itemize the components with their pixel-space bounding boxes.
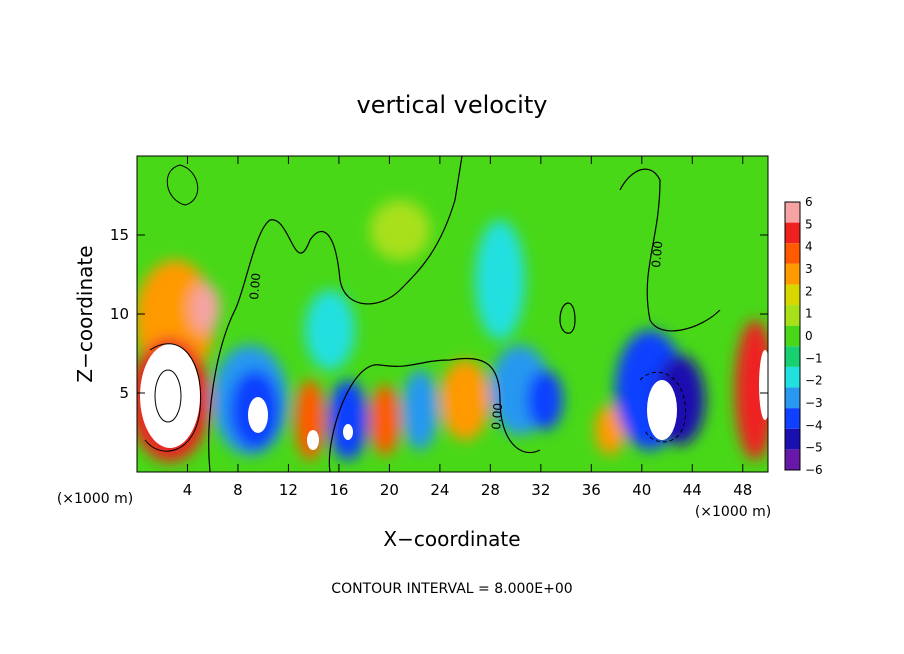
x-tick-label: 12 xyxy=(279,481,298,499)
x-tick-label: 4 xyxy=(183,481,193,499)
colorbar-label: −1 xyxy=(805,351,823,365)
x-tick-label: 16 xyxy=(329,481,348,499)
x-tick-label: 28 xyxy=(481,481,500,499)
y-axis-label: Z−coordinate xyxy=(73,245,97,382)
colorbar-label: −6 xyxy=(805,463,823,477)
colorbar-swatch xyxy=(785,202,800,223)
zero-contour xyxy=(559,302,576,334)
contour-label: 0.00 xyxy=(489,402,505,430)
heatmap-blob xyxy=(440,360,490,440)
colorbar-label: −3 xyxy=(805,396,823,410)
heatmap-blob xyxy=(475,220,525,340)
colorbar-label: 4 xyxy=(805,240,813,254)
heatmap-blob xyxy=(305,290,355,370)
colorbar-label: −2 xyxy=(805,374,823,388)
x-axis: 4 8 12 16 20 24 28 32 36 40 44 48 xyxy=(183,156,752,499)
colorbar-swatch xyxy=(785,408,800,429)
strong-updraft-core xyxy=(759,350,768,420)
x-tick-label: 8 xyxy=(233,481,243,499)
x-unit-left: (×1000 m) xyxy=(57,491,133,507)
strong-updraft-core xyxy=(140,344,200,448)
heatmap-blob xyxy=(527,370,563,430)
x-unit-right: (×1000 m) xyxy=(695,504,771,520)
colorbar-label: −5 xyxy=(805,441,823,455)
zero-contour xyxy=(619,168,721,332)
heatmap-blob xyxy=(190,283,220,333)
chart-title: vertical velocity xyxy=(357,91,548,119)
zero-contour xyxy=(166,164,199,206)
colorbar-label: 2 xyxy=(805,284,813,298)
colorbar-label: −4 xyxy=(805,418,823,432)
colorbar-label: 5 xyxy=(805,217,813,231)
x-tick-label: 40 xyxy=(632,481,651,499)
y-tick-label: 15 xyxy=(110,226,129,244)
colorbar: 6 5 4 3 2 1 0 −1 −2 −3 −4 −5 −6 xyxy=(784,195,823,477)
colorbar-swatch xyxy=(785,366,800,388)
colorbar-swatch xyxy=(785,325,800,347)
colorbar-swatch xyxy=(785,243,800,264)
colorbar-swatch xyxy=(785,387,800,409)
downdraft-contour xyxy=(639,371,687,443)
x-tick-label: 32 xyxy=(531,481,550,499)
contour-label: 0.00 xyxy=(649,240,665,268)
colorbar-swatch xyxy=(785,305,800,326)
colorbar-label: 1 xyxy=(805,307,813,321)
updraft-contour xyxy=(154,369,182,423)
strong-downdraft-core xyxy=(248,397,268,433)
heatmap-blob xyxy=(328,380,368,460)
heatmap-blob xyxy=(595,405,625,455)
colorbar-label: 6 xyxy=(805,195,813,209)
colorbar-swatch xyxy=(785,263,800,285)
colorbar-swatch xyxy=(785,428,800,450)
heatmap-blob xyxy=(370,200,430,260)
x-tick-label: 20 xyxy=(380,481,399,499)
contour-label: 0.00 xyxy=(247,272,263,300)
colorbar-swatch xyxy=(785,449,800,470)
strong-updraft-core xyxy=(343,424,353,440)
colorbar-swatch xyxy=(785,284,800,306)
y-tick-label: 5 xyxy=(119,384,129,402)
contour-labels: 0.00 0.00 0.00 xyxy=(247,240,665,430)
y-tick-label: 10 xyxy=(110,305,129,323)
zero-contour xyxy=(328,357,541,472)
colorbar-label: 3 xyxy=(805,262,813,276)
x-tick-label: 48 xyxy=(733,481,752,499)
x-tick-label: 44 xyxy=(683,481,702,499)
heatmap-field xyxy=(137,156,768,472)
colorbar-swatch xyxy=(785,222,800,244)
contour-interval-text: CONTOUR INTERVAL = 8.000E+00 xyxy=(331,581,572,597)
heatmap-blob xyxy=(402,370,438,450)
heatmap-blob xyxy=(370,385,400,455)
x-tick-label: 36 xyxy=(582,481,601,499)
x-axis-label: X−coordinate xyxy=(383,527,520,551)
colorbar-swatch xyxy=(785,346,800,367)
updraft-contour xyxy=(144,343,202,452)
zero-contour xyxy=(208,156,463,472)
colorbar-label: 0 xyxy=(805,329,813,343)
strong-updraft-core xyxy=(307,430,319,450)
x-tick-label: 24 xyxy=(430,481,449,499)
heatmap-blobs xyxy=(137,200,768,462)
colorbar-frame xyxy=(784,201,801,471)
heatmap-blob xyxy=(735,320,768,460)
y-axis: 5 10 15 xyxy=(110,226,768,402)
strong-downdraft-core xyxy=(647,380,677,440)
